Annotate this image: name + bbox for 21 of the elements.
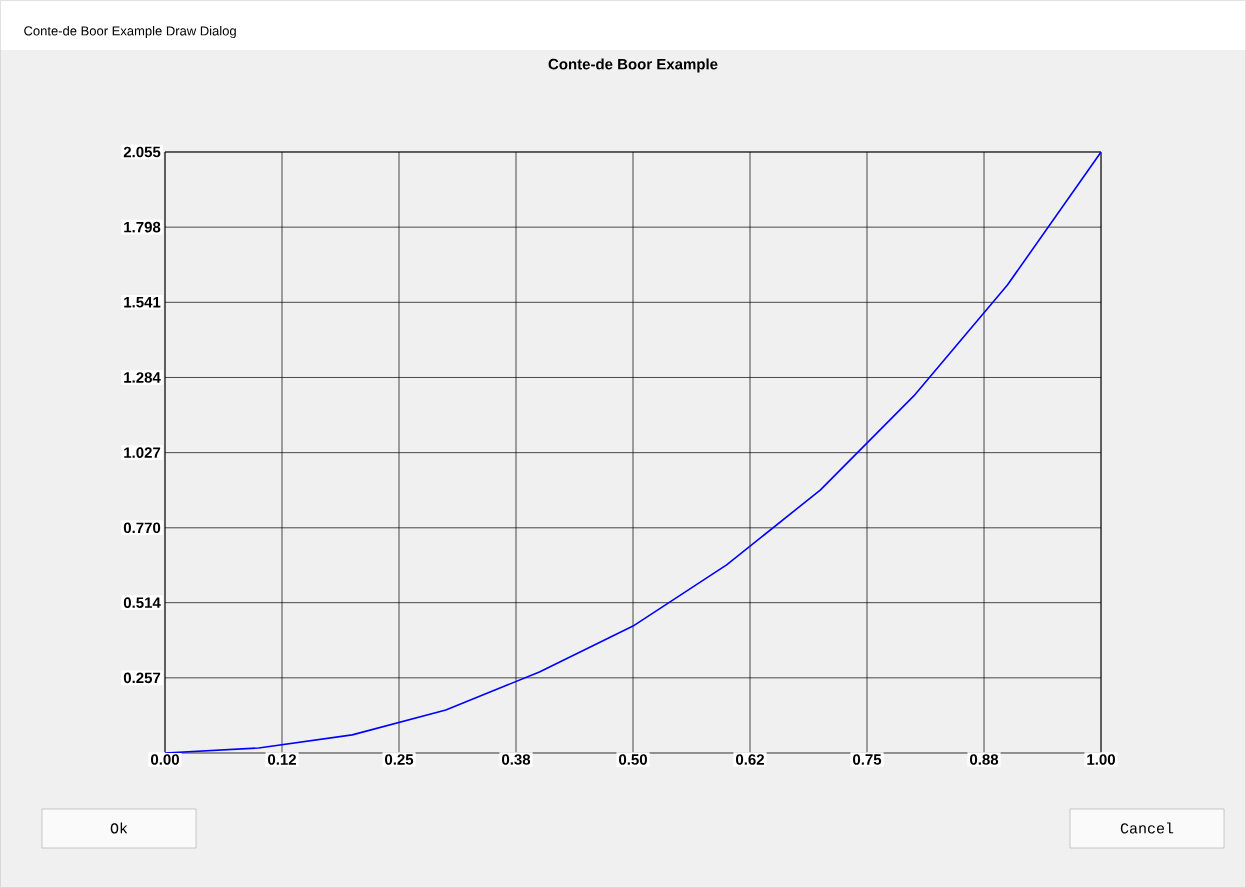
x-tick-label: 0.00 [151, 754, 179, 765]
x-tick-label: 0.75 [853, 754, 882, 765]
y-tick-label: 1.284 [124, 372, 161, 383]
text: Ok [110, 822, 128, 834]
text: Cancel [1120, 822, 1174, 834]
x-tick-label: 0.50 [619, 754, 647, 765]
x-tick-label: 0.12 [268, 754, 296, 765]
y-tick-label: 0.770 [123, 522, 161, 534]
y-tick-label: 1.798 [124, 221, 161, 233]
y-tick-label: 0.514 [123, 597, 161, 608]
chart-title: Conte-de Boor Example [548, 58, 718, 73]
x-tick-label: 0.38 [502, 754, 531, 765]
x-tick-label: 0.88 [970, 754, 999, 765]
x-tick-label: 0.62 [736, 754, 764, 765]
y-tick-label: 0.257 [123, 672, 161, 684]
y-tick-label: 1.541 [124, 297, 161, 308]
x-tick-label: 1.00 [1087, 754, 1115, 765]
x-tick-label: 0.25 [385, 754, 414, 765]
y-tick-label: 2.055 [123, 146, 161, 158]
text: Conte-de Boor Example Draw Dialog [24, 25, 236, 39]
y-tick-label: 1.027 [124, 447, 161, 458]
